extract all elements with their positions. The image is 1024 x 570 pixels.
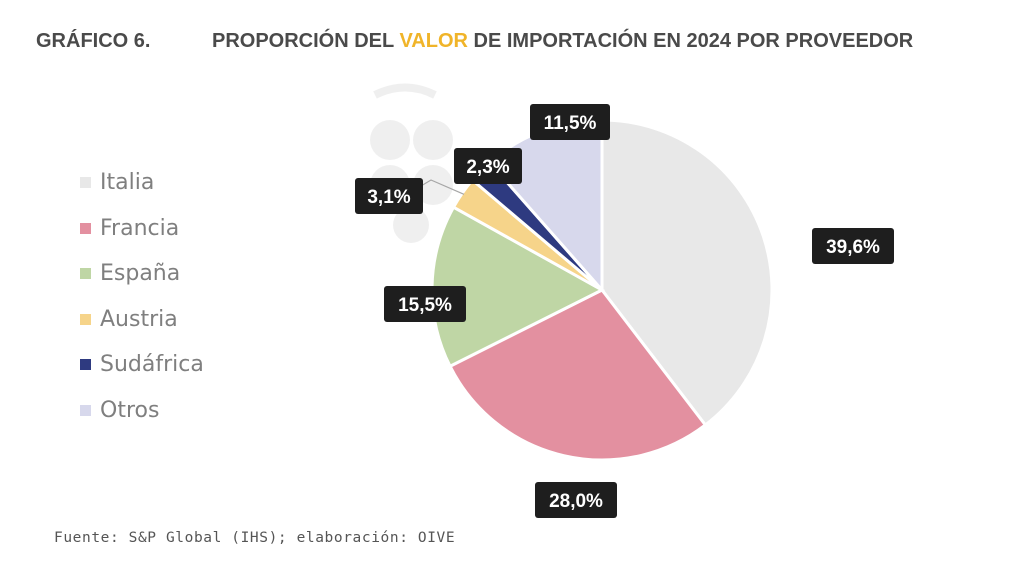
source-note: Fuente: S&P Global (IHS); elaboración: O… (54, 530, 456, 546)
chart-number: GRÁFICO 6. (36, 30, 151, 52)
title-text-post: DE IMPORTACIÓN EN 2024 POR PROVEEDOR (467, 30, 914, 52)
legend-label: Italia (100, 170, 155, 196)
data-label: 11,5% (530, 104, 610, 140)
legend-swatch (80, 222, 91, 234)
data-label-text: 15,5% (398, 295, 452, 316)
legend-label: España (100, 261, 181, 287)
legend-label: Francia (100, 215, 180, 241)
legend-item: Italia (80, 160, 204, 206)
data-label-box (384, 286, 466, 322)
legend-item: Francia (80, 206, 204, 252)
legend-swatch (80, 268, 91, 280)
leader-line (420, 179, 465, 195)
legend-label: Otros (100, 397, 160, 423)
data-label: 28,0% (535, 482, 617, 518)
data-label: 39,6% (812, 228, 894, 264)
data-label: 15,5% (384, 286, 466, 322)
data-label-box (530, 104, 610, 140)
legend-item: España (80, 251, 204, 297)
data-label-text: 28,0% (549, 491, 603, 512)
title-text-pre: PROPORCIÓN DEL (212, 30, 400, 52)
legend-swatch (80, 177, 91, 189)
legend-label: Sudáfrica (100, 352, 204, 378)
pie-slice-francia (448, 288, 708, 462)
data-label-text: 2,3% (466, 157, 509, 178)
data-label-box (355, 178, 423, 214)
data-label-box (812, 228, 894, 264)
chart-title: GRÁFICO 6. PROPORCIÓN DEL VALOR DE IMPORT… (36, 30, 996, 53)
title-accent: VALOR (399, 30, 468, 52)
data-label: 2,3% (454, 148, 522, 184)
data-label-text: 39,6% (826, 237, 880, 258)
data-label-box (454, 148, 522, 184)
data-label-text: 11,5% (544, 113, 597, 134)
legend-item: Austria (80, 297, 204, 343)
data-label-text: 3,1% (367, 187, 410, 208)
chart-legend: Italia Francia España Austria Sudáfrica Otros (80, 160, 204, 433)
pie-slice-italia (600, 118, 774, 428)
data-label-box (535, 482, 617, 518)
legend-label: Austria (100, 306, 178, 332)
data-label: 3,1% (355, 178, 423, 214)
legend-item: Sudáfrica (80, 342, 204, 388)
legend-swatch (80, 359, 91, 371)
legend-item: Otros (80, 388, 204, 434)
legend-swatch (80, 404, 91, 416)
legend-swatch (80, 313, 91, 325)
